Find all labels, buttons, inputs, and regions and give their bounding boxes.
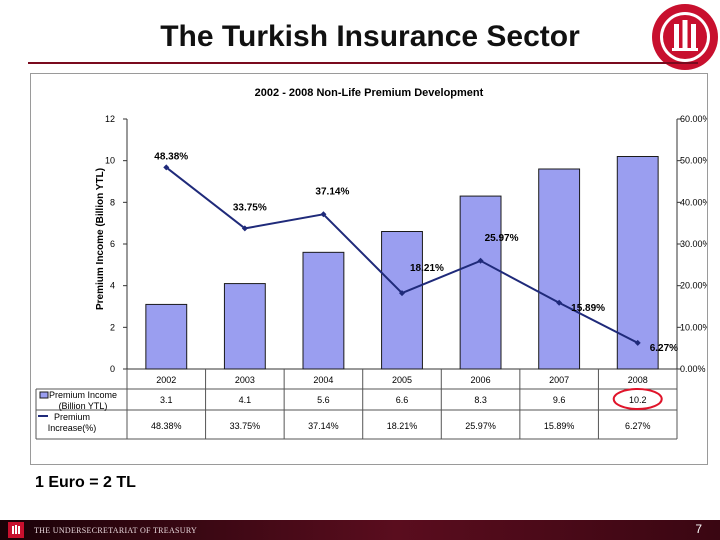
premium-increase-point <box>556 299 563 306</box>
premium-increase-table-cell: 33.75% <box>230 421 261 431</box>
premium-income-table-cell: 4.1 <box>239 395 252 405</box>
premium-income-bar <box>538 168 581 370</box>
treasury-logo <box>652 4 718 70</box>
premium-increase-table-cell: 18.21% <box>387 421 418 431</box>
x-axis-category-label: 2007 <box>549 375 569 385</box>
chart-frame: 2002 - 2008 Non-Life Premium Development… <box>30 73 708 465</box>
right-axis-tick-label: 50.00% <box>680 156 707 166</box>
legend-premium-increase-unit: Increase(%) <box>48 423 97 433</box>
premium-increase-point <box>320 211 327 218</box>
title-divider <box>28 62 698 64</box>
premium-increase-point <box>163 164 170 171</box>
right-axis-tick-label: 30.00% <box>680 239 707 249</box>
premium-income-table-cell: 5.6 <box>317 395 330 405</box>
legend-premium-income-label: Premium Income <box>49 390 117 400</box>
right-axis-tick-label: 0.00% <box>680 364 706 374</box>
left-axis-tick-label: 4 <box>110 281 115 291</box>
premium-income-bar <box>145 303 188 370</box>
x-axis-category-label: 2004 <box>313 375 333 385</box>
right-axis-tick-label: 40.00% <box>680 197 707 207</box>
premium-income-table-cell: 3.1 <box>160 395 173 405</box>
combo-chart: 2002 - 2008 Non-Life Premium Development… <box>35 87 707 440</box>
left-axis-tick-label: 10 <box>105 156 115 166</box>
right-axis-tick-label: 20.00% <box>680 281 707 291</box>
premium-increase-data-label: 18.21% <box>410 263 444 274</box>
right-axis-tick-label: 10.00% <box>680 322 707 332</box>
left-axis-tick-label: 6 <box>110 239 115 249</box>
premium-increase-point <box>399 290 405 297</box>
premium-increase-data-label: 25.97% <box>485 233 519 244</box>
y-axis-label: Premium Income (Billion YTL) <box>95 168 106 310</box>
legend-premium-increase-label: Premium <box>54 412 90 422</box>
left-axis-tick-label: 2 <box>110 322 115 332</box>
premium-increase-data-label: 48.38% <box>154 151 188 162</box>
premium-increase-point <box>634 339 641 346</box>
premium-increase-data-label: 37.14% <box>315 186 349 197</box>
premium-increase-point <box>241 225 248 232</box>
currency-note: 1 Euro = 2 TL <box>35 474 136 491</box>
premium-income-bar <box>223 283 266 370</box>
legend-bar-swatch <box>39 391 49 399</box>
premium-increase-point <box>477 257 484 264</box>
x-axis-category-label: 2006 <box>471 375 491 385</box>
premium-income-bar <box>302 251 345 370</box>
page-number: 7 <box>695 522 702 536</box>
premium-income-table-cell: 8.3 <box>474 395 487 405</box>
premium-increase-data-label: 15.89% <box>571 303 605 314</box>
footer-organization: THE UNDERSECRETARIAT OF TREASURY <box>34 526 198 535</box>
left-axis-tick-label: 0 <box>110 364 115 374</box>
x-axis-category-label: 2008 <box>628 375 648 385</box>
premium-income-table-cell: 10.2 <box>629 395 647 405</box>
premium-income-table-cell: 6.6 <box>396 395 409 405</box>
premium-increase-table-cell: 25.97% <box>465 421 496 431</box>
premium-income-table-cell: 9.6 <box>553 395 566 405</box>
premium-income-bar <box>459 195 502 370</box>
premium-income-bar <box>381 231 423 370</box>
x-axis-category-label: 2005 <box>392 375 412 385</box>
premium-increase-data-label: 6.27% <box>650 343 678 354</box>
premium-increase-data-label: 33.75% <box>233 202 267 213</box>
premium-income-bar <box>616 156 659 370</box>
premium-increase-table-cell: 6.27% <box>625 421 651 431</box>
x-axis-category-label: 2002 <box>156 375 176 385</box>
legend-premium-income-unit: (Billion YTL) <box>59 401 108 411</box>
premium-increase-table-cell: 15.89% <box>544 421 575 431</box>
left-axis-tick-label: 8 <box>110 197 115 207</box>
slide-title: The Turkish Insurance Sector <box>160 20 580 53</box>
highlight-circle-2008 <box>612 388 663 410</box>
chart-title: 2002 - 2008 Non-Life Premium Development <box>255 87 484 99</box>
footer-logo-icon <box>8 522 24 538</box>
premium-increase-table-cell: 48.38% <box>151 421 182 431</box>
right-axis-tick-label: 60.00% <box>680 114 707 124</box>
footer-bar <box>0 520 720 540</box>
left-axis-tick-label: 12 <box>105 114 115 124</box>
premium-increase-table-cell: 37.14% <box>308 421 339 431</box>
x-axis-category-label: 2003 <box>235 375 255 385</box>
